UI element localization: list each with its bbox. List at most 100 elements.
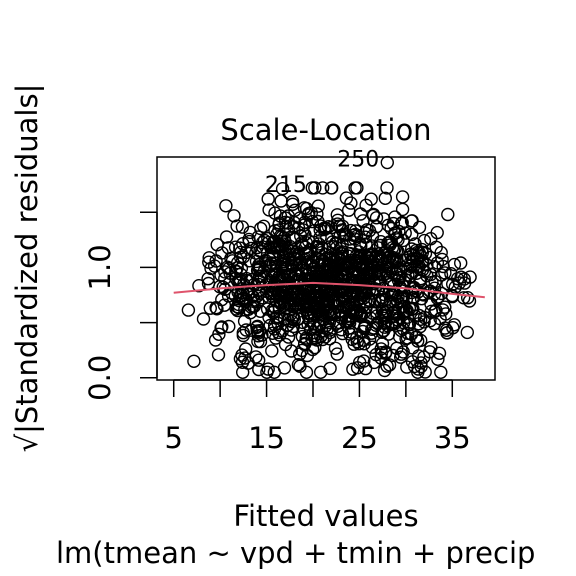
data-point xyxy=(229,302,243,316)
data-point xyxy=(301,290,315,304)
x-tick-label: 5 xyxy=(164,421,182,455)
data-point xyxy=(209,254,223,268)
data-point xyxy=(262,203,276,217)
outlier-point xyxy=(380,155,394,170)
data-point xyxy=(287,313,301,327)
data-point xyxy=(236,326,251,340)
chart-title: Scale-Location xyxy=(220,113,431,147)
data-point xyxy=(408,237,422,251)
data-point xyxy=(237,314,252,328)
data-point xyxy=(348,181,362,195)
data-point xyxy=(386,305,400,319)
data-point xyxy=(261,231,275,246)
data-point xyxy=(335,288,349,302)
data-point xyxy=(334,246,348,260)
data-point xyxy=(335,219,350,234)
data-point xyxy=(435,252,449,267)
data-point xyxy=(457,291,471,305)
data-point xyxy=(395,202,410,217)
data-point xyxy=(254,221,268,236)
data-point xyxy=(331,319,345,333)
x-tick-label: 25 xyxy=(341,421,378,455)
data-point xyxy=(381,327,396,341)
data-point xyxy=(351,288,365,302)
data-point xyxy=(286,319,301,334)
data-point xyxy=(242,234,257,249)
data-point xyxy=(289,274,303,288)
y-axis-label: √|Standardized residuals| xyxy=(10,84,44,453)
data-point xyxy=(227,209,241,223)
data-point xyxy=(252,362,266,377)
data-point xyxy=(352,245,366,259)
data-point xyxy=(346,362,360,376)
data-point xyxy=(265,303,280,317)
data-point xyxy=(263,318,277,333)
data-point xyxy=(395,190,410,204)
chart-subtitle: lm(tmean ~ vpd + tmin + precip xyxy=(56,536,535,570)
data-point xyxy=(338,314,352,329)
data-point xyxy=(278,215,293,230)
data-point xyxy=(181,303,196,317)
data-point xyxy=(317,284,331,298)
data-point xyxy=(328,341,343,355)
data-point xyxy=(358,295,373,309)
data-point xyxy=(315,332,330,347)
data-point xyxy=(249,350,263,364)
y-axis: 0.0 1.0 xyxy=(83,211,158,401)
data-point xyxy=(277,361,292,375)
data-point xyxy=(311,305,325,319)
data-point xyxy=(431,352,445,366)
data-point xyxy=(412,220,427,235)
outlier-labels: 215 250 xyxy=(265,148,379,198)
data-point xyxy=(369,219,384,234)
data-point xyxy=(324,181,338,195)
data-point xyxy=(314,365,328,379)
data-point xyxy=(269,256,283,270)
data-point xyxy=(219,230,234,244)
data-point xyxy=(409,266,424,280)
data-point xyxy=(276,284,290,299)
data-point xyxy=(192,279,206,293)
data-point xyxy=(289,257,304,272)
data-point xyxy=(377,287,391,302)
data-point xyxy=(386,216,401,231)
data-point xyxy=(441,207,455,222)
data-point xyxy=(295,343,309,358)
data-point xyxy=(353,236,367,251)
data-point xyxy=(330,208,344,222)
data-point xyxy=(414,359,428,374)
data-point xyxy=(215,320,229,334)
data-point xyxy=(202,251,216,265)
data-point xyxy=(389,293,403,307)
data-point xyxy=(358,361,373,376)
data-point xyxy=(230,261,244,275)
y-tick-label: 0.0 xyxy=(83,355,117,401)
data-point xyxy=(463,270,477,284)
outlier-label: 215 xyxy=(265,173,307,198)
data-point xyxy=(305,214,320,229)
data-point xyxy=(282,288,297,302)
data-point xyxy=(395,215,409,230)
data-point xyxy=(265,289,279,303)
data-point xyxy=(211,348,226,362)
data-point xyxy=(342,203,356,217)
data-point xyxy=(345,286,359,300)
data-point xyxy=(327,306,341,320)
data-point xyxy=(423,345,437,359)
data-point xyxy=(222,319,236,334)
data-point xyxy=(423,314,437,328)
data-point xyxy=(261,192,275,206)
data-point xyxy=(297,218,312,232)
data-point xyxy=(347,276,362,290)
data-point xyxy=(410,251,424,265)
data-point xyxy=(359,198,373,213)
data-point xyxy=(230,219,244,233)
data-point xyxy=(380,359,394,373)
data-point xyxy=(323,361,337,376)
data-point xyxy=(224,251,238,266)
data-point xyxy=(387,279,401,293)
data-point xyxy=(460,325,474,340)
data-point xyxy=(255,291,270,305)
data-point xyxy=(296,297,310,311)
